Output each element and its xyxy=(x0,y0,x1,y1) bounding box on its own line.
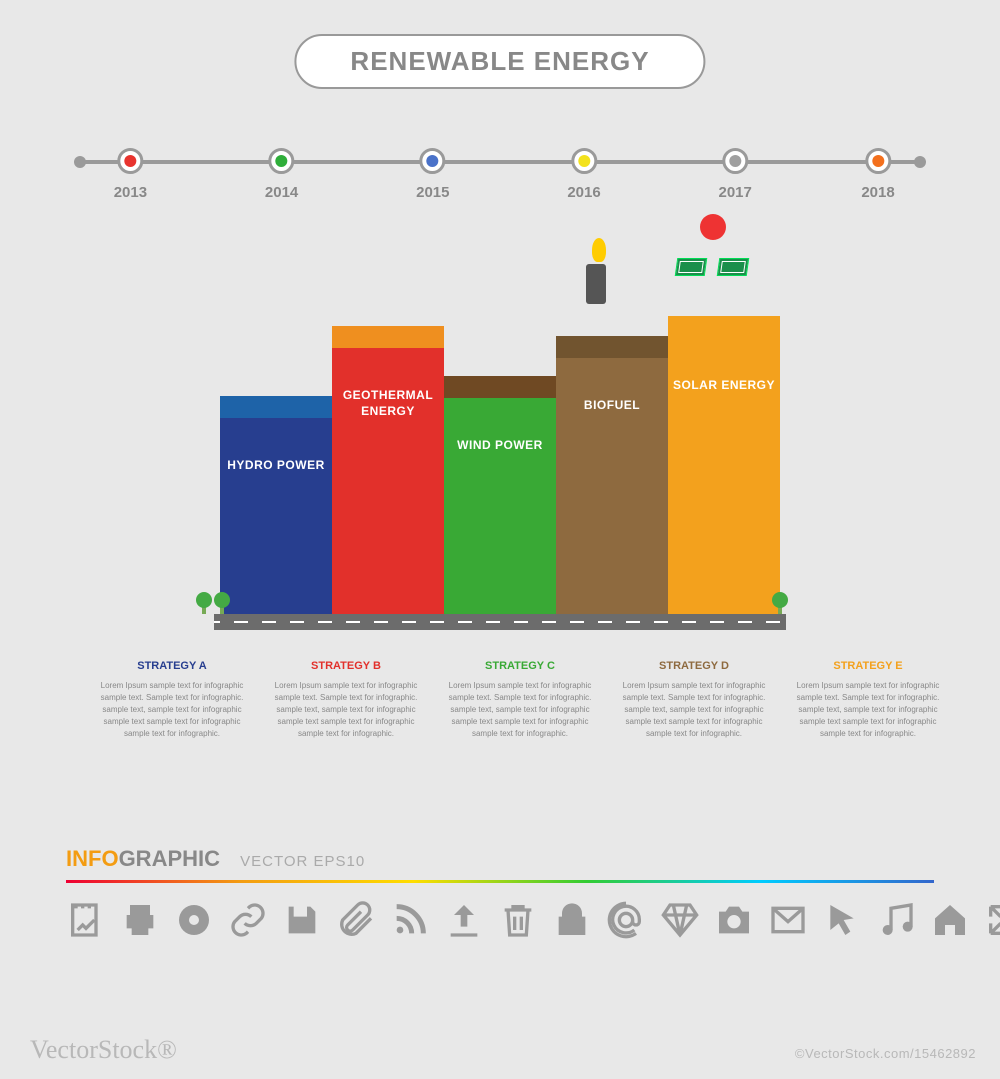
road xyxy=(214,614,786,630)
timeline-line xyxy=(80,160,920,164)
timeline-point: 2013 xyxy=(114,148,147,201)
strategy-column: STRATEGY B Lorem Ipsum sample text for in… xyxy=(274,660,418,740)
icon-strip xyxy=(66,900,934,945)
bar-label: GEOTHERMAL ENERGY xyxy=(332,388,444,419)
strategy-body: Lorem Ipsum sample text for infographic … xyxy=(796,680,940,740)
timeline-year: 2013 xyxy=(114,184,147,201)
strategy-title: STRATEGY B xyxy=(274,660,418,672)
bar-cap xyxy=(668,316,780,338)
upload-icon xyxy=(444,900,484,945)
lock-icon xyxy=(552,900,592,945)
trash-icon xyxy=(498,900,538,945)
bar-cap xyxy=(556,336,668,358)
timeline-dot xyxy=(571,148,597,174)
footer-word2: GRAPHIC xyxy=(119,846,220,871)
expand-icon xyxy=(984,900,1000,945)
music-icon xyxy=(876,900,916,945)
timeline-dot xyxy=(269,148,295,174)
footer-sub: VECTOR EPS10 xyxy=(240,853,365,870)
bar-biofuel: BIOFUEL xyxy=(556,336,668,616)
bar-hydro-power: HYDRO POWER xyxy=(220,396,332,616)
strategy-body: Lorem Ipsum sample text for infographic … xyxy=(448,680,592,740)
strategy-body: Lorem Ipsum sample text for infographic … xyxy=(274,680,418,740)
bar-geothermal-energy: GEOTHERMAL ENERGY xyxy=(332,326,444,616)
timeline-dot xyxy=(865,148,891,174)
watermark-logo: VectorStock® xyxy=(30,1035,177,1065)
timeline-point: 2014 xyxy=(265,148,298,201)
bar-solar-energy: SOLAR ENERGY xyxy=(668,316,780,616)
strategy-title: STRATEGY E xyxy=(796,660,940,672)
link-icon xyxy=(228,900,268,945)
color-rule xyxy=(66,880,934,883)
timeline-dot xyxy=(420,148,446,174)
strategy-title: STRATEGY D xyxy=(622,660,766,672)
timeline-year: 2015 xyxy=(416,184,449,201)
solar-panel-icon xyxy=(675,258,708,276)
corn-icon xyxy=(592,238,606,262)
strategy-body: Lorem Ipsum sample text for infographic … xyxy=(100,680,244,740)
paperclip-icon xyxy=(336,900,376,945)
disc-icon xyxy=(174,900,214,945)
timeline-year: 2014 xyxy=(265,184,298,201)
timeline-year: 2017 xyxy=(719,184,752,201)
strategy-column: STRATEGY E Lorem Ipsum sample text for in… xyxy=(796,660,940,740)
bar-cap xyxy=(332,326,444,348)
bar-label: WIND POWER xyxy=(444,438,556,454)
strategy-title: STRATEGY A xyxy=(100,660,244,672)
camera-icon xyxy=(714,900,754,945)
timeline-point: 2015 xyxy=(416,148,449,201)
bar-wind-power: WIND POWER xyxy=(444,376,556,616)
strategy-column: STRATEGY D Lorem Ipsum sample text for in… xyxy=(622,660,766,740)
footer-word1: INFO xyxy=(66,846,119,871)
notepad-icon xyxy=(66,900,106,945)
tree-icon xyxy=(772,592,788,614)
strategy-title: STRATEGY C xyxy=(448,660,592,672)
watermark-id: ©VectorStock.com/15462892 xyxy=(795,1046,976,1061)
timeline-dot xyxy=(117,148,143,174)
timeline-point: 2016 xyxy=(567,148,600,201)
timeline: 2013 2014 2015 2016 2017 2018 xyxy=(80,148,920,218)
strategy-column: STRATEGY A Lorem Ipsum sample text for in… xyxy=(100,660,244,740)
tree-icon xyxy=(196,592,212,614)
timeline-point: 2017 xyxy=(719,148,752,201)
fuel-pump-icon xyxy=(586,264,606,304)
bar-label: BIOFUEL xyxy=(556,398,668,414)
home-icon xyxy=(930,900,970,945)
timeline-dot xyxy=(722,148,748,174)
diamond-icon xyxy=(660,900,700,945)
strategy-column: STRATEGY C Lorem Ipsum sample text for in… xyxy=(448,660,592,740)
mail-icon xyxy=(768,900,808,945)
sun-icon xyxy=(700,214,726,240)
bar-label: SOLAR ENERGY xyxy=(668,378,780,394)
solar-panel-icon xyxy=(717,258,750,276)
timeline-year: 2018 xyxy=(861,184,894,201)
footer-label: INFOGRAPHIC VECTOR EPS10 xyxy=(66,846,365,872)
tree-icon xyxy=(214,592,230,614)
at-icon xyxy=(606,900,646,945)
strategy-body: Lorem Ipsum sample text for infographic … xyxy=(622,680,766,740)
page-title: RENEWABLE ENERGY xyxy=(294,34,705,89)
bar-label: HYDRO POWER xyxy=(220,458,332,474)
save-icon xyxy=(282,900,322,945)
timeline-year: 2016 xyxy=(567,184,600,201)
timeline-point: 2018 xyxy=(861,148,894,201)
bar-cap xyxy=(220,396,332,418)
cursor-icon xyxy=(822,900,862,945)
rss-icon xyxy=(390,900,430,945)
bar-cap xyxy=(444,376,556,398)
energy-bar-chart: HYDRO POWER GEOTHERMAL ENERGY WIND POWER BI… xyxy=(220,260,780,630)
printer-icon xyxy=(120,900,160,945)
strategy-columns: STRATEGY A Lorem Ipsum sample text for in… xyxy=(100,660,940,740)
